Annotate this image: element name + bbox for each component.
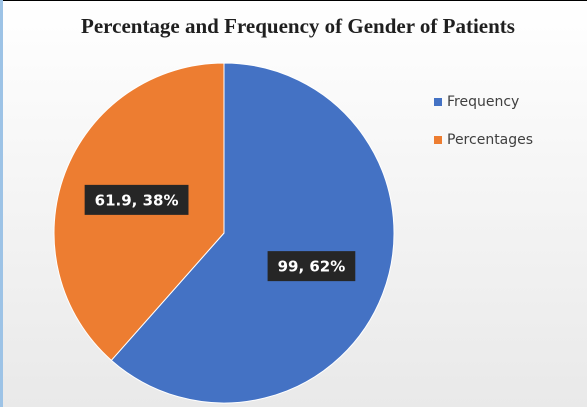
legend-swatch — [434, 136, 442, 144]
legend-label: Frequency — [447, 94, 519, 110]
data-label-group: 99, 62% — [267, 251, 356, 282]
data-label: 99, 62% — [278, 258, 346, 276]
legend-label: Percentages — [447, 132, 533, 148]
data-label: 61.9, 38% — [95, 191, 179, 209]
data-label-box — [84, 184, 189, 215]
legend-swatch — [434, 98, 442, 106]
chart-title: Percentage and Frequency of Gender of Pa… — [81, 14, 515, 38]
data-label-box — [267, 251, 356, 282]
data-label-group: 61.9, 38% — [84, 184, 189, 215]
pie-slice — [110, 62, 395, 404]
